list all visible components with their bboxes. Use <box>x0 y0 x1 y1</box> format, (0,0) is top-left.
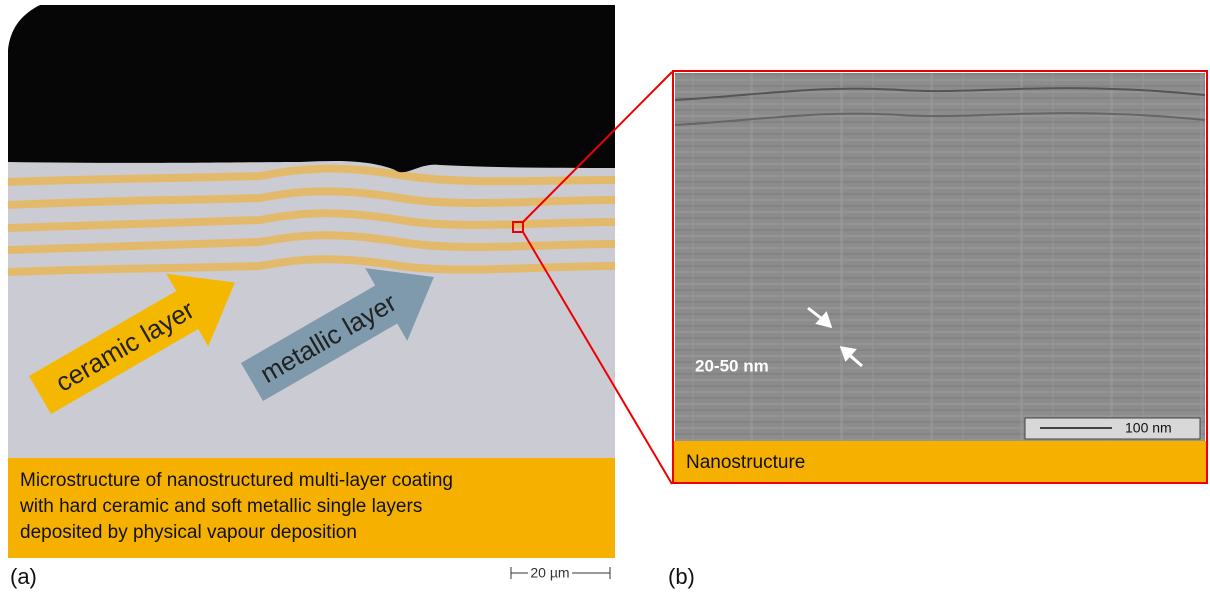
annotation: 20-50 nm <box>695 356 769 375</box>
panel-label: (a) <box>10 564 37 589</box>
caption-line: Microstructure of nanostructured multi-l… <box>20 470 453 491</box>
micrograph-b: 20-50 nm 100 nm Nanostructure <box>673 71 1207 483</box>
micrograph-a: ceramic layer metallic layer Microstruct… <box>8 5 615 558</box>
tem-texture <box>675 73 1205 441</box>
panel-label: (b) <box>668 564 695 589</box>
embedding-resin <box>8 5 615 172</box>
scale-label: 20 µm <box>530 565 569 581</box>
caption-line: with hard ceramic and soft metallic sing… <box>19 496 422 517</box>
figure: ceramic layer metallic layer Microstruct… <box>0 0 1210 593</box>
caption: Nanostructure <box>686 452 805 473</box>
scale-label: 100 nm <box>1125 420 1172 436</box>
caption-line: deposited by physical vapour deposition <box>20 522 357 543</box>
